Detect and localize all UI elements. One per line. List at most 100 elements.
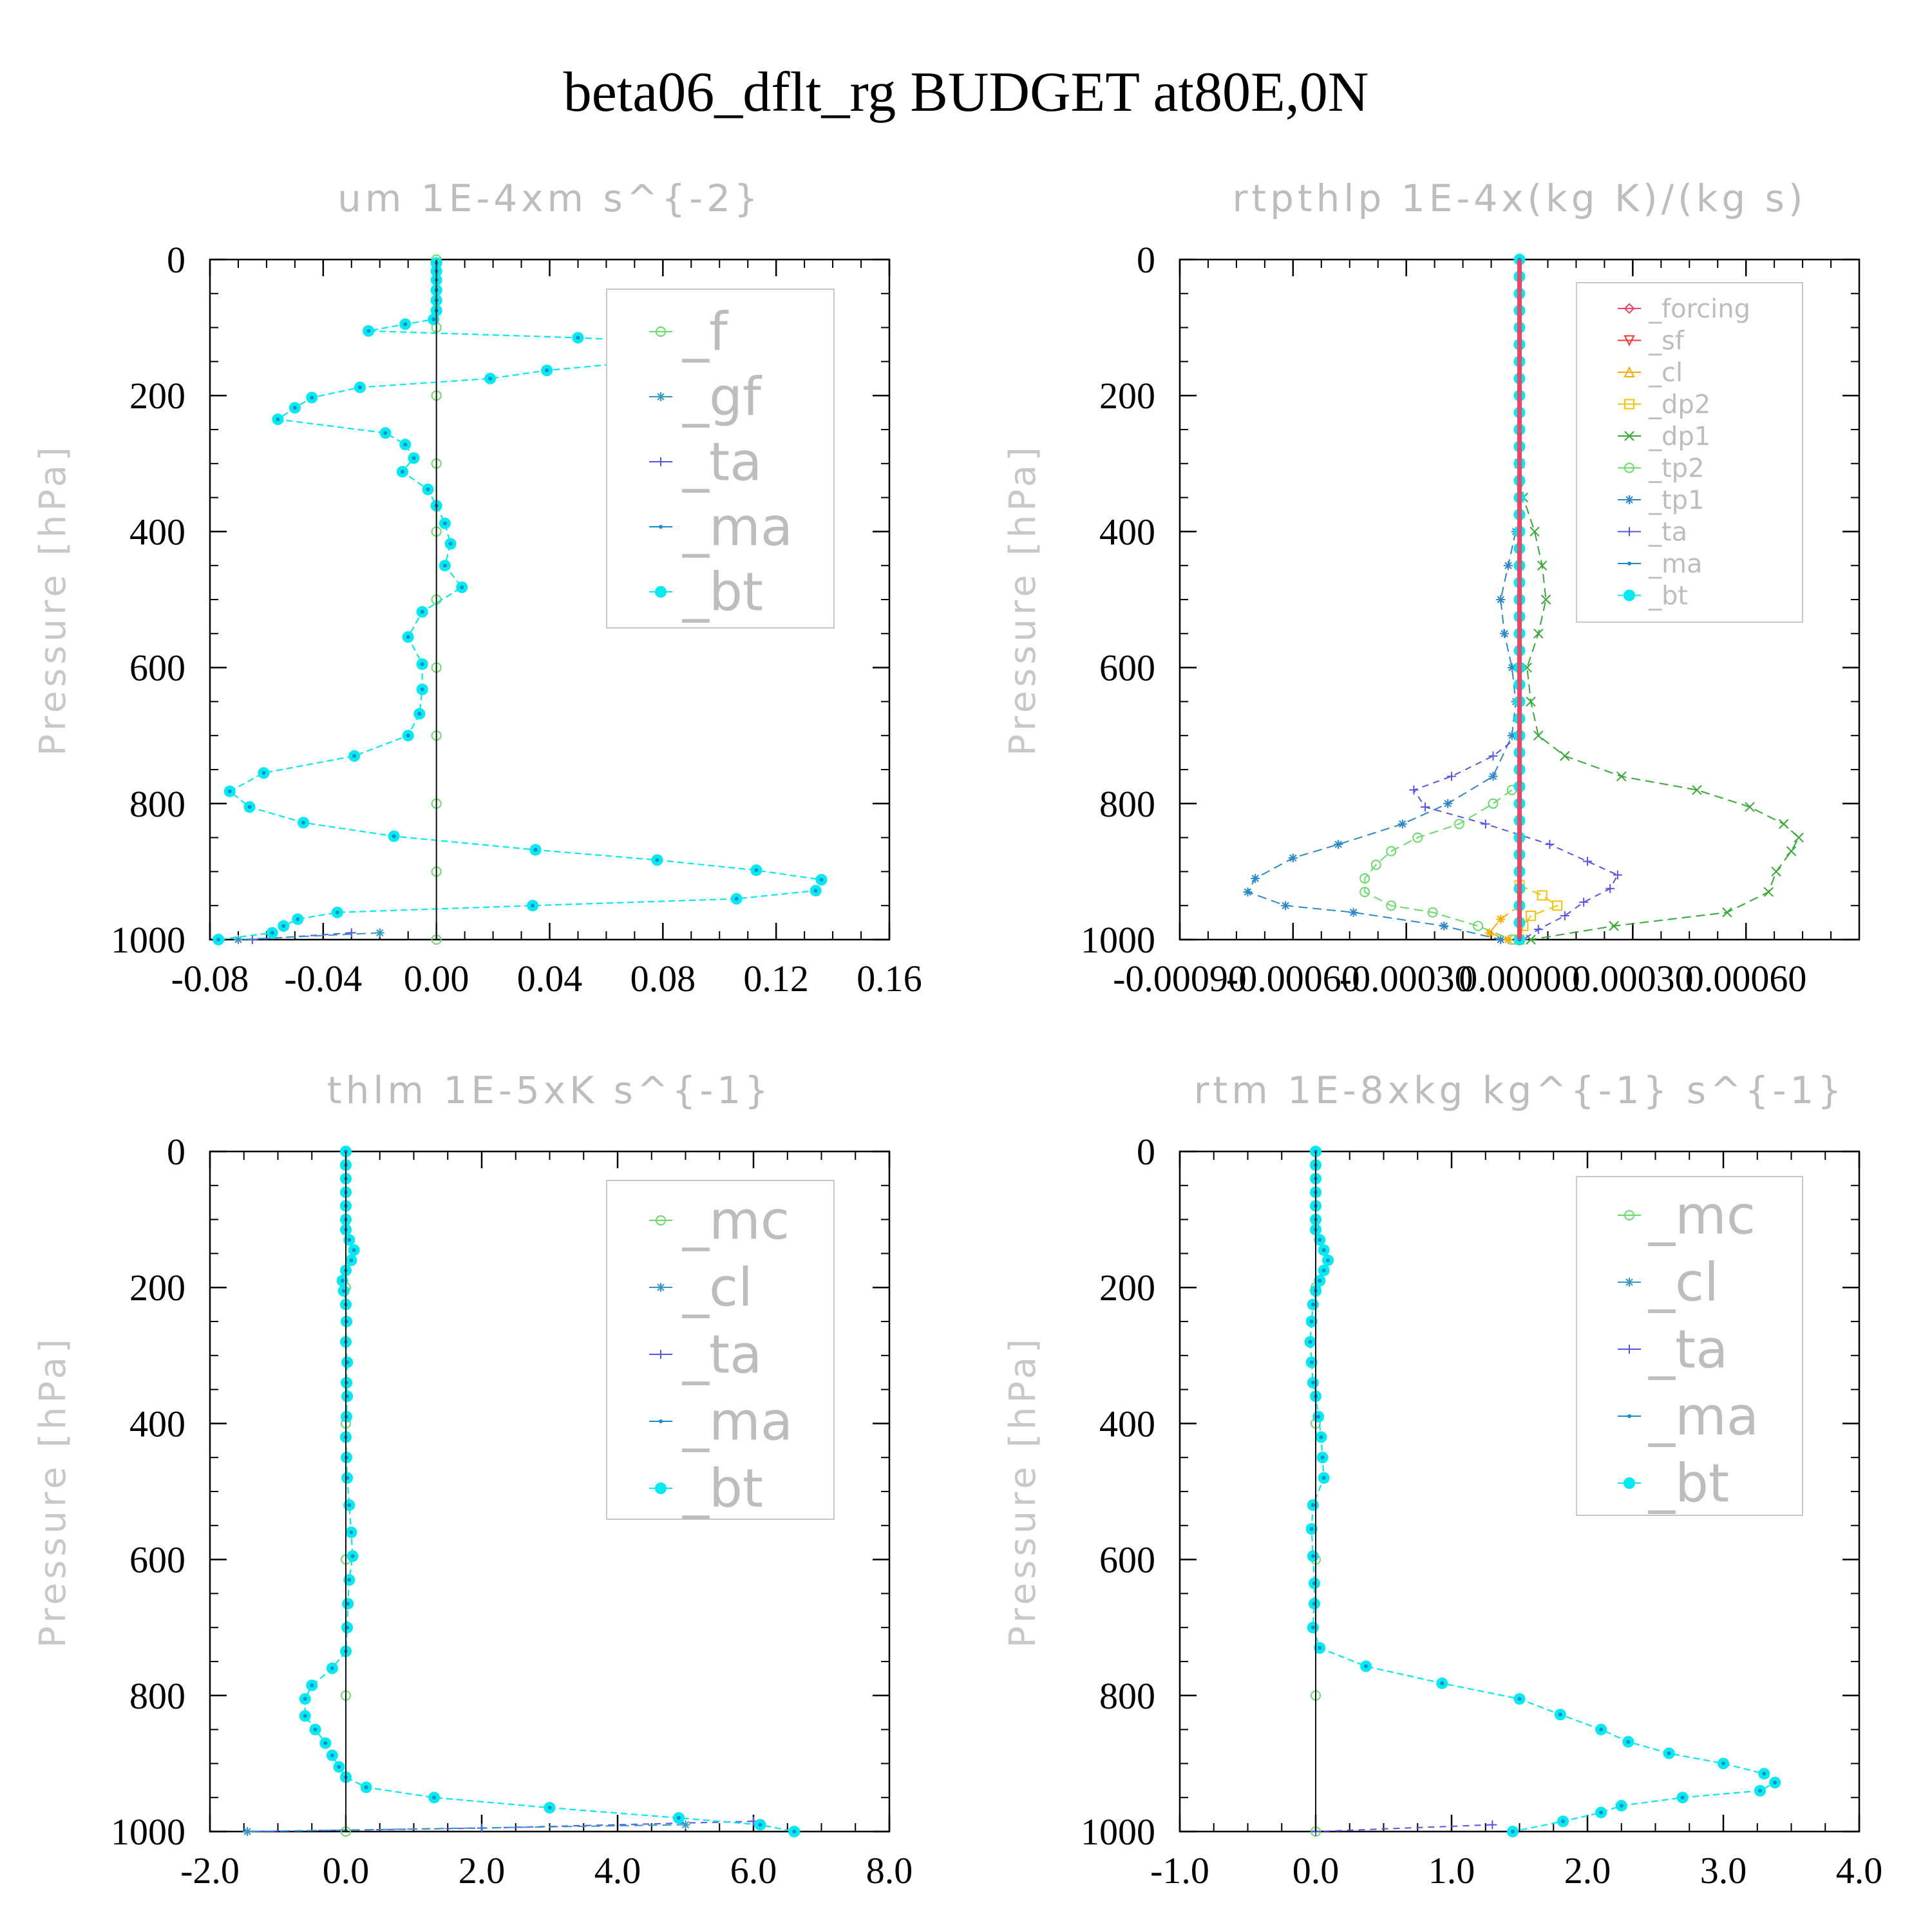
- data-point: [431, 317, 436, 321]
- data-point: [1251, 873, 1260, 883]
- x-tick-label: -0.00090: [1113, 958, 1247, 999]
- x-tick-label: -0.00030: [1340, 958, 1473, 999]
- data-point: [276, 417, 280, 422]
- data-point: [1427, 907, 1438, 918]
- data-point: [1757, 1788, 1762, 1793]
- data-point: [1773, 1780, 1777, 1785]
- data-point: [1412, 832, 1423, 843]
- y-tick-label: 600: [129, 647, 185, 689]
- legend-label: _gf: [682, 367, 762, 428]
- y-axis-title: Pressure [hPa]: [1002, 443, 1044, 756]
- series-line: [247, 1824, 686, 1832]
- data-point: [1533, 730, 1544, 741]
- data-point: [352, 753, 357, 758]
- data-point: [345, 1455, 349, 1460]
- data-point: [392, 834, 396, 838]
- legend-marker: [659, 525, 663, 529]
- data-point: [1364, 1664, 1368, 1669]
- data-point: [442, 564, 447, 568]
- data-point: [426, 487, 430, 491]
- data-point: [676, 1815, 681, 1820]
- legend-marker: [1624, 399, 1634, 410]
- data-point: [346, 928, 356, 938]
- legend-label: _ma: [1648, 1387, 1759, 1448]
- data-point: [1311, 1554, 1315, 1558]
- x-tick-label: -0.08: [171, 958, 249, 999]
- data-point: [216, 938, 221, 942]
- x-tick-label: 8.0: [866, 1850, 913, 1891]
- legend-marker: [656, 1215, 666, 1226]
- data-point: [233, 935, 243, 944]
- legend-marker: [1625, 1278, 1634, 1287]
- data-point: [292, 406, 297, 410]
- data-point: [792, 1830, 797, 1833]
- data-point: [403, 442, 408, 447]
- data-point: [1454, 819, 1464, 829]
- data-point: [303, 1697, 307, 1701]
- data-point: [310, 1683, 314, 1687]
- data-point: [1500, 629, 1510, 638]
- panel-rtpthlp: rtpthlp 1E-4x(kg K)/(kg s) Pressure [hPa]…: [1002, 176, 1861, 999]
- data-point: [345, 1414, 349, 1419]
- data-point: [1762, 1772, 1766, 1776]
- data-point: [281, 923, 286, 928]
- data-point: [1771, 866, 1781, 877]
- data-point: [1370, 859, 1381, 870]
- x-tick-label: 0.0: [1293, 1850, 1340, 1891]
- data-point: [1537, 560, 1548, 571]
- data-point: [420, 610, 424, 614]
- x-tick-label: -1.0: [1150, 1850, 1209, 1891]
- legend-marker: [1624, 303, 1635, 314]
- series-line: [238, 932, 380, 940]
- x-tick-label: 0.00000: [1459, 958, 1580, 999]
- x-tick-label: -2.0: [180, 1850, 240, 1891]
- legend-marker: [656, 457, 665, 466]
- data-point: [366, 328, 371, 333]
- data-point: [1420, 802, 1430, 812]
- data-point: [412, 456, 416, 460]
- data-point: [330, 1753, 334, 1757]
- data-point: [296, 917, 300, 922]
- data-point: [1309, 1527, 1314, 1531]
- legend-marker: [1625, 527, 1634, 536]
- data-point: [488, 376, 493, 381]
- data-point: [247, 805, 252, 810]
- legend-label: _ma: [1648, 549, 1702, 579]
- data-point: [1311, 1625, 1315, 1630]
- data-point: [417, 712, 422, 716]
- data-point: [1510, 1830, 1515, 1833]
- legend-marker: [1624, 462, 1634, 473]
- figure-title: beta06_dflt_rg BUDGET at80E,0N: [564, 61, 1369, 124]
- x-tick-label: 6.0: [730, 1850, 777, 1891]
- panel-title: um 1E-4xm s^{-2}: [337, 176, 762, 220]
- data-point: [1319, 1435, 1323, 1439]
- legend-label: _mc: [1648, 1186, 1756, 1247]
- y-tick-label: 800: [1099, 1675, 1155, 1717]
- data-point: [243, 1827, 252, 1836]
- data-point: [1325, 1258, 1330, 1262]
- legend-marker: [1627, 1414, 1631, 1418]
- data-point: [1692, 784, 1702, 795]
- data-point: [1321, 1475, 1326, 1480]
- legend-label: _sf: [1648, 327, 1685, 356]
- data-point: [1507, 663, 1517, 672]
- data-point: [1484, 928, 1494, 938]
- data-point: [1533, 925, 1543, 934]
- data-point: [1667, 1751, 1671, 1756]
- legend-label: _forcing: [1648, 294, 1750, 324]
- data-point: [734, 896, 739, 901]
- legend-marker: [1627, 562, 1631, 565]
- y-tick-label: 0: [167, 239, 185, 281]
- data-point: [337, 1765, 341, 1769]
- data-point: [1540, 594, 1551, 605]
- legend: _forcing _sf_cl_dp2_dp1 _tp2_tp1 _ta_ma _bt: [1576, 282, 1803, 623]
- data-point: [406, 635, 410, 639]
- data-point: [1439, 921, 1449, 931]
- data-point: [819, 878, 824, 882]
- data-point: [1545, 840, 1555, 849]
- data-point: [1409, 785, 1419, 795]
- data-point: [448, 542, 453, 546]
- x-tick-label: 0.00: [404, 958, 469, 999]
- data-point: [1496, 595, 1506, 604]
